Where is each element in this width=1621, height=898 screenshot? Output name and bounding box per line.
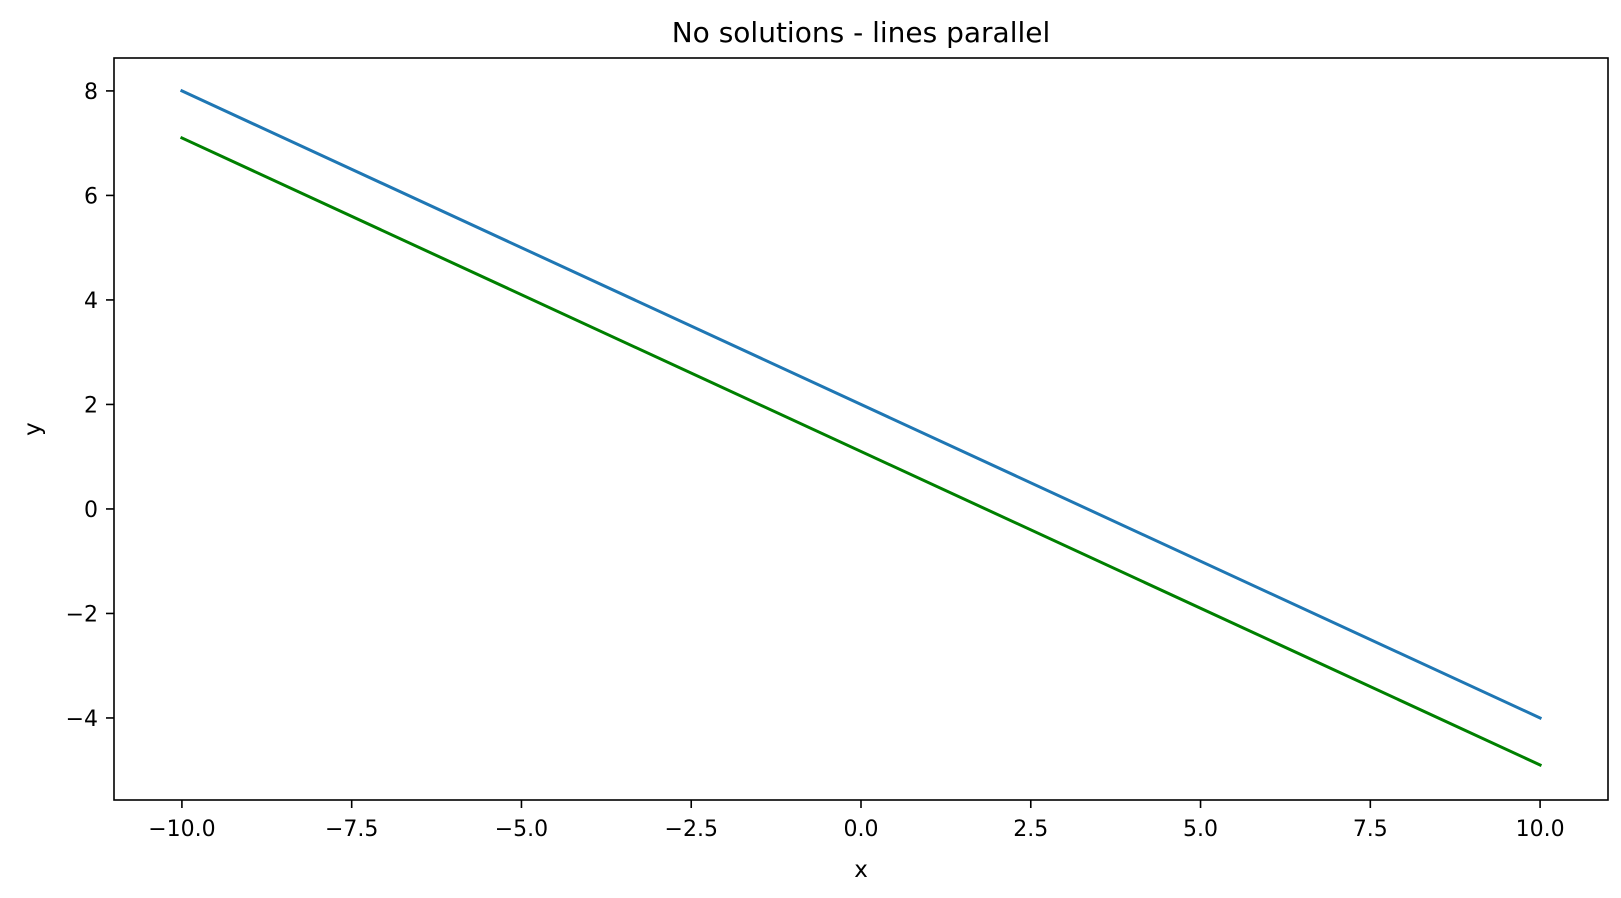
x-tick-label: 10.0 [1516, 817, 1565, 842]
y-tick-label: 0 [84, 498, 98, 523]
chart-title: No solutions - lines parallel [672, 16, 1051, 49]
x-axis: −10.0 −7.5 −5.0 −2.5 0.0 2.5 5.0 7.5 10.0 [148, 800, 1565, 842]
x-tick-label: 7.5 [1353, 817, 1388, 842]
y-tick-label: 4 [84, 289, 98, 314]
series-line-1 [179, 88, 1543, 720]
x-tick-label: −2.5 [665, 817, 718, 842]
series-line-2 [179, 135, 1543, 767]
y-tick-label: 6 [84, 184, 98, 209]
x-tick-label: −5.0 [495, 817, 548, 842]
y-tick-label: 8 [84, 80, 98, 105]
x-tick-label: −7.5 [325, 817, 378, 842]
x-tick-label: 5.0 [1183, 817, 1218, 842]
series-layer [179, 88, 1543, 767]
y-axis-title: y [20, 422, 46, 436]
y-axis: −4 −2 0 2 4 6 8 [66, 80, 114, 732]
x-tick-label: 0.0 [844, 817, 879, 842]
plot-area-frame [113, 57, 1609, 801]
y-tick-label: −2 [66, 602, 98, 627]
x-axis-title: x [854, 857, 868, 883]
x-tick-label: 2.5 [1013, 817, 1048, 842]
x-tick-label: −10.0 [148, 817, 215, 842]
y-tick-label: 2 [84, 393, 98, 418]
y-tick-label: −4 [66, 707, 98, 732]
